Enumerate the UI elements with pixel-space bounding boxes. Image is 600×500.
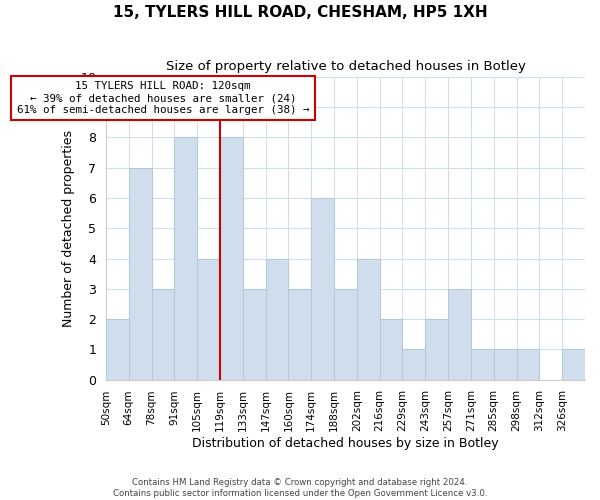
Bar (403, 350, 425, 380)
Bar (357, 258, 380, 380)
Bar (243, 289, 266, 380)
Bar (494, 350, 517, 380)
Bar (106, 319, 129, 380)
Bar (380, 319, 403, 380)
Bar (197, 258, 220, 380)
Text: Contains HM Land Registry data © Crown copyright and database right 2024.
Contai: Contains HM Land Registry data © Crown c… (113, 478, 487, 498)
Bar (562, 350, 585, 380)
Bar (175, 138, 197, 380)
Bar (311, 198, 334, 380)
Bar (334, 289, 357, 380)
Text: 15 TYLERS HILL ROAD: 120sqm
← 39% of detached houses are smaller (24)
61% of sem: 15 TYLERS HILL ROAD: 120sqm ← 39% of det… (17, 82, 309, 114)
Bar (289, 289, 311, 380)
Bar (471, 350, 494, 380)
Text: 15, TYLERS HILL ROAD, CHESHAM, HP5 1XH: 15, TYLERS HILL ROAD, CHESHAM, HP5 1XH (113, 5, 487, 20)
X-axis label: Distribution of detached houses by size in Botley: Distribution of detached houses by size … (192, 437, 499, 450)
Bar (129, 168, 152, 380)
Y-axis label: Number of detached properties: Number of detached properties (62, 130, 75, 327)
Bar (152, 289, 175, 380)
Bar (448, 289, 471, 380)
Title: Size of property relative to detached houses in Botley: Size of property relative to detached ho… (166, 60, 526, 73)
Bar (517, 350, 539, 380)
Bar (425, 319, 448, 380)
Bar (266, 258, 289, 380)
Bar (220, 138, 243, 380)
